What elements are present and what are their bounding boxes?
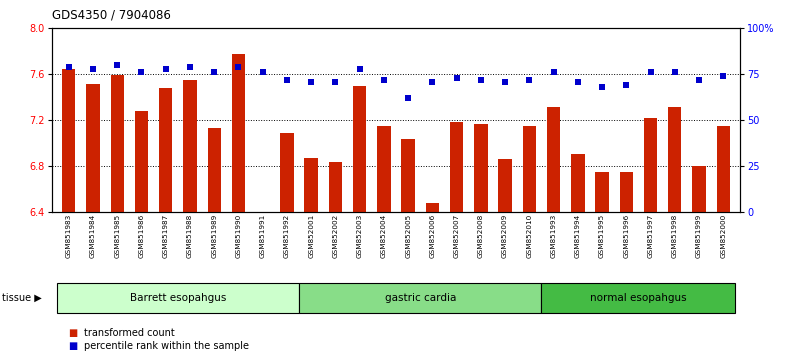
Point [329,79,341,85]
Point [111,62,123,68]
Point [595,84,608,90]
Point [353,66,366,72]
Bar [498,159,512,212]
Point [184,64,197,70]
Text: percentile rank within the sample: percentile rank within the sample [84,341,248,351]
Point [644,70,657,75]
Text: gastric cardia: gastric cardia [384,293,456,303]
Point [669,70,681,75]
Bar [135,111,148,212]
Point [451,75,463,81]
Bar [232,53,245,212]
Point [135,70,148,75]
Bar [547,107,560,212]
Bar [208,129,220,212]
Text: Barrett esopahgus: Barrett esopahgus [130,293,226,303]
Text: GDS4350 / 7904086: GDS4350 / 7904086 [52,9,170,22]
Point [499,79,512,85]
Point [402,96,415,101]
Bar [644,118,657,212]
Bar [595,172,609,212]
Bar [159,88,173,212]
Bar [377,126,391,212]
Bar [426,203,439,212]
Point [523,77,536,83]
Point [547,70,560,75]
Bar [450,121,463,212]
Text: transformed count: transformed count [84,329,174,338]
Text: ■: ■ [68,329,77,338]
Bar [86,84,100,212]
Point [208,70,220,75]
Point [305,79,318,85]
Point [717,73,730,79]
Point [620,82,633,88]
Point [159,66,172,72]
Text: tissue ▶: tissue ▶ [2,293,41,303]
Point [62,64,75,70]
Point [280,77,293,83]
Bar [716,126,730,212]
Bar [523,126,536,212]
Bar [280,133,294,212]
Point [232,64,245,70]
Point [87,66,100,72]
Point [256,70,269,75]
Bar [401,139,415,212]
Bar [474,124,487,212]
Point [426,79,439,85]
Bar [111,75,124,212]
Point [474,77,487,83]
Point [693,77,705,83]
Bar [305,158,318,212]
Text: ■: ■ [68,341,77,351]
Bar [572,154,584,212]
Bar [693,166,706,212]
Bar [62,69,76,212]
Bar [183,80,197,212]
Bar [668,107,681,212]
Bar [353,86,366,212]
Text: normal esopahgus: normal esopahgus [590,293,687,303]
Bar [329,162,342,212]
Bar [619,172,633,212]
Point [572,79,584,85]
Point [377,77,390,83]
